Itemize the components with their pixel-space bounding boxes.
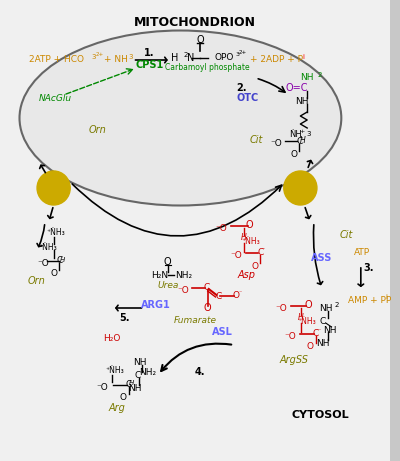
Text: O: O [232, 290, 240, 300]
Text: C: C [296, 136, 302, 146]
Text: O: O [304, 300, 312, 310]
Text: Cit: Cit [340, 230, 353, 240]
Text: ⁻O: ⁻O [285, 331, 296, 341]
Text: 1.: 1. [144, 48, 154, 58]
Text: CYTOSOL: CYTOSOL [291, 410, 349, 420]
Text: + NH: + NH [104, 55, 128, 65]
Text: Asp: Asp [238, 270, 256, 280]
Text: ASL: ASL [212, 327, 233, 337]
Text: O=C: O=C [285, 83, 308, 93]
Text: H: H [60, 257, 65, 263]
Text: 2+: 2+ [239, 51, 247, 55]
Text: NH: NH [319, 303, 332, 313]
Text: C: C [320, 317, 326, 325]
Text: NH: NH [133, 357, 146, 366]
Text: OTC: OTC [236, 93, 259, 103]
Text: i: i [385, 294, 387, 300]
Text: H₂N: H₂N [151, 271, 168, 279]
Text: 3: 3 [129, 54, 133, 60]
Text: Cit: Cit [250, 135, 263, 145]
Text: Urea: Urea [157, 280, 178, 290]
Text: O: O [119, 392, 126, 402]
Text: H: H [171, 53, 178, 63]
Text: CPS1: CPS1 [135, 60, 163, 70]
Text: NAcGlu: NAcGlu [39, 94, 72, 102]
Text: C: C [134, 371, 141, 379]
Text: AMP + PP: AMP + PP [348, 296, 391, 305]
Text: H: H [298, 313, 303, 321]
Text: 5.: 5. [120, 313, 130, 323]
Text: C: C [56, 255, 63, 265]
Text: O: O [196, 35, 204, 45]
Text: O: O [251, 261, 258, 271]
Circle shape [37, 171, 70, 205]
Text: ARG1: ARG1 [141, 300, 171, 310]
Text: C: C [126, 379, 132, 389]
Text: ⁻O: ⁻O [216, 224, 227, 232]
Text: ⁺ṄH₃: ⁺ṄH₃ [241, 236, 260, 246]
Text: O: O [246, 220, 254, 230]
Text: ATP: ATP [354, 248, 370, 256]
Ellipse shape [20, 30, 341, 206]
Circle shape [284, 171, 317, 205]
Text: 3: 3 [307, 131, 311, 137]
Text: 3: 3 [92, 54, 96, 60]
Text: MITOCHONDRION: MITOCHONDRION [134, 16, 256, 29]
Text: Carbamoyl phosphate: Carbamoyl phosphate [166, 64, 250, 72]
Text: Arg: Arg [108, 403, 126, 413]
Text: H₂O: H₂O [104, 333, 121, 343]
Text: O: O [290, 149, 297, 159]
Text: OPO: OPO [214, 53, 234, 63]
Text: 2.: 2. [236, 83, 247, 93]
Text: H: H [241, 232, 247, 242]
Text: ⁺ṄH₃: ⁺ṄH₃ [298, 317, 316, 325]
Text: 2ATP + HCO: 2ATP + HCO [29, 55, 84, 65]
Text: 4.: 4. [195, 367, 205, 377]
Text: NH₂: NH₂ [139, 367, 156, 377]
Text: 3: 3 [235, 53, 239, 58]
Text: C: C [313, 329, 319, 337]
Text: NH₂: NH₂ [176, 271, 193, 279]
Text: ⁻O: ⁻O [178, 285, 189, 295]
Text: + 2ADP + P: + 2ADP + P [250, 55, 303, 65]
Text: 2: 2 [334, 302, 339, 308]
Text: C: C [215, 291, 222, 301]
Text: ⁻: ⁻ [238, 291, 242, 296]
Text: H: H [129, 380, 134, 386]
Text: +: + [300, 129, 305, 134]
Text: NH: NH [323, 325, 336, 335]
Text: O: O [204, 303, 212, 313]
Text: NH: NH [300, 73, 314, 83]
Text: ⁻O: ⁻O [96, 383, 108, 391]
Text: O: O [50, 268, 57, 278]
Text: ⁻O: ⁻O [37, 259, 49, 267]
Text: ASS: ASS [311, 253, 332, 263]
Text: 2: 2 [183, 52, 188, 58]
Text: C: C [204, 283, 210, 291]
Text: 3.: 3. [363, 263, 374, 273]
Text: ⁻: ⁻ [317, 330, 320, 335]
Text: ⁺ṄH₃: ⁺ṄH₃ [106, 366, 124, 374]
Text: O: O [164, 257, 172, 267]
Text: ⁻O: ⁻O [275, 303, 287, 313]
Text: ⁺ṄH₃: ⁺ṄH₃ [46, 227, 65, 236]
Text: ⁻: ⁻ [262, 248, 265, 254]
Text: ⁻O: ⁻O [230, 250, 242, 260]
Text: NH: NH [128, 384, 141, 392]
Text: Orn: Orn [89, 125, 106, 135]
Text: Fumarate: Fumarate [174, 315, 216, 325]
Text: NH: NH [296, 96, 309, 106]
Text: ṄH: ṄH [289, 130, 302, 138]
Text: ⁻O: ⁻O [270, 138, 282, 148]
Text: 2+: 2+ [96, 53, 104, 58]
Text: ArgSS: ArgSS [280, 355, 309, 365]
Text: NH: NH [316, 338, 330, 348]
Text: H: H [300, 136, 305, 144]
Text: i: i [302, 54, 304, 60]
Text: Orn: Orn [27, 276, 45, 286]
Text: N: N [187, 53, 195, 63]
Text: 2: 2 [318, 72, 322, 78]
Text: C: C [257, 248, 264, 256]
Text: O: O [307, 342, 314, 350]
